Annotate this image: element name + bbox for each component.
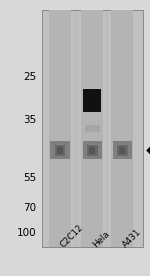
Text: 55: 55 <box>23 173 36 183</box>
Bar <box>111 10 133 247</box>
Bar <box>50 141 70 160</box>
Bar <box>89 147 95 153</box>
Text: Hela: Hela <box>91 230 111 250</box>
Bar <box>119 147 125 153</box>
Text: 25: 25 <box>23 72 36 82</box>
Text: 70: 70 <box>23 203 36 213</box>
Text: 100: 100 <box>16 228 36 238</box>
Text: A431: A431 <box>121 228 143 250</box>
Text: 35: 35 <box>23 115 36 125</box>
Bar <box>42 10 143 247</box>
Bar <box>81 10 103 247</box>
Polygon shape <box>146 145 150 156</box>
Bar <box>113 141 132 160</box>
Bar <box>87 145 98 156</box>
Bar <box>57 147 63 153</box>
Bar <box>83 141 102 160</box>
Bar <box>83 89 102 113</box>
Text: C2C12: C2C12 <box>58 223 85 250</box>
Bar <box>49 10 71 247</box>
Bar <box>55 145 65 156</box>
Bar <box>85 125 100 132</box>
Bar <box>117 145 128 156</box>
